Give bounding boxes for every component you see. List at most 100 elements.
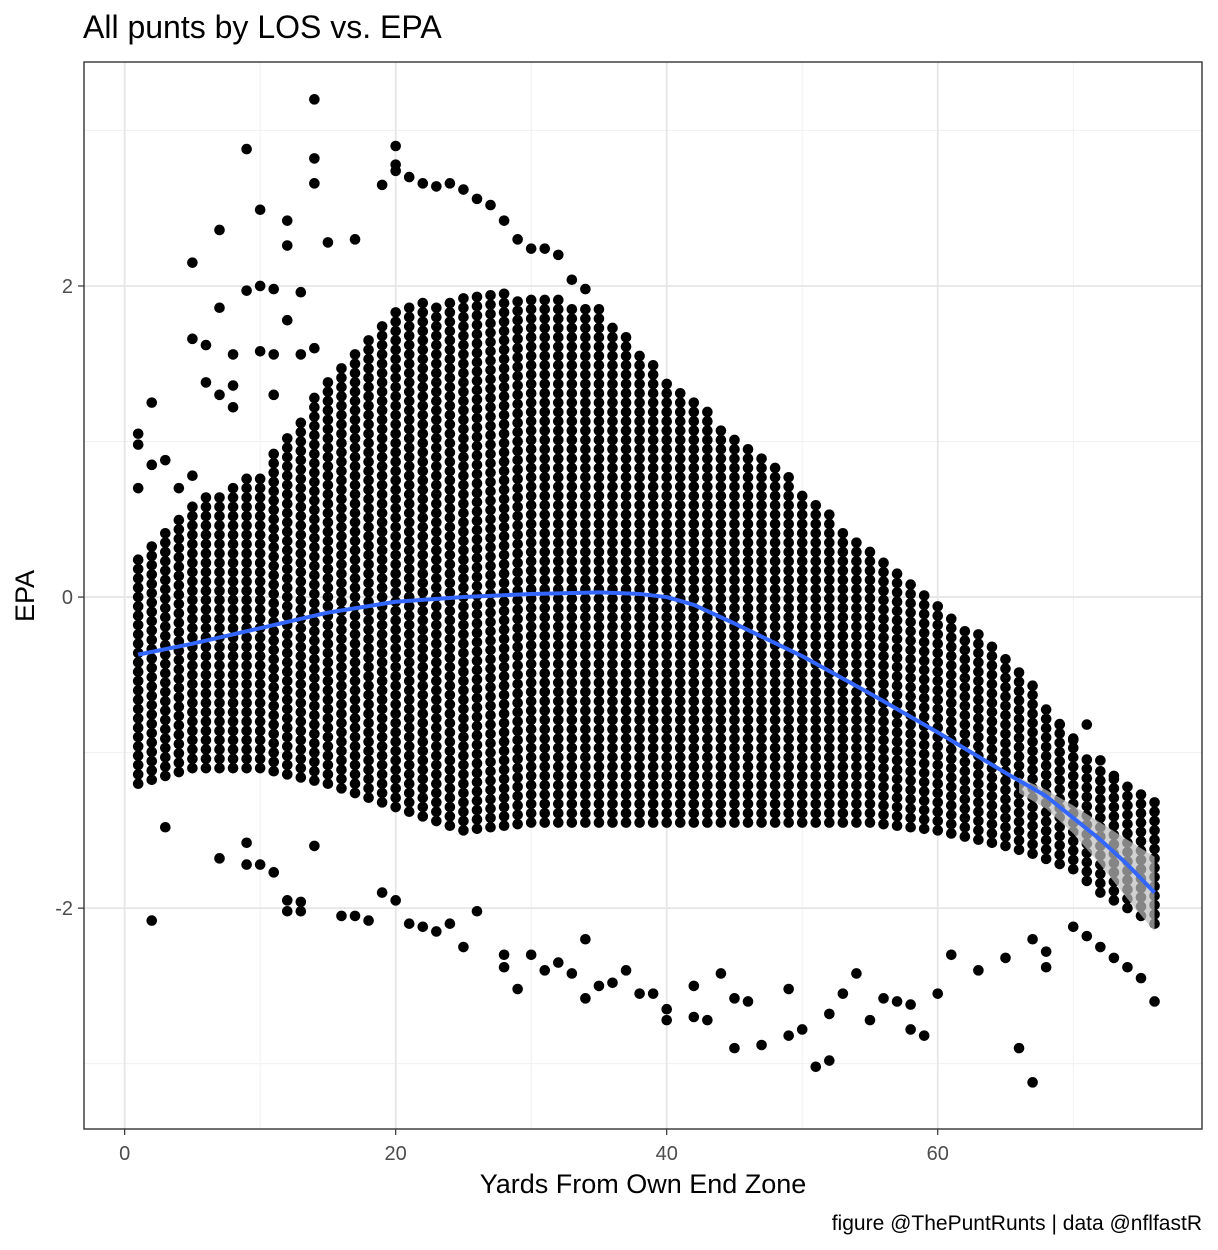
data-point — [1108, 783, 1120, 794]
data-point — [281, 470, 293, 482]
data-point — [525, 294, 537, 306]
data-point — [620, 817, 632, 828]
data-point — [458, 601, 469, 612]
data-point — [796, 509, 808, 520]
data-point — [498, 316, 510, 328]
data-point — [187, 716, 198, 727]
data-point — [349, 713, 361, 724]
data-point — [390, 587, 401, 598]
data-point — [932, 741, 944, 752]
data-point — [160, 611, 171, 623]
data-point — [512, 352, 523, 363]
data-point — [580, 313, 591, 324]
data-point — [783, 555, 794, 567]
data-point — [309, 691, 320, 702]
data-point — [525, 546, 537, 558]
data-point — [417, 615, 429, 626]
data-point — [1000, 709, 1011, 721]
data-point — [512, 725, 523, 737]
data-point — [200, 520, 212, 531]
data-point — [715, 462, 727, 474]
data-point — [607, 546, 618, 558]
data-point — [376, 573, 388, 584]
data-point — [512, 734, 523, 746]
data-point — [1040, 704, 1052, 715]
data-point — [471, 319, 483, 331]
data-point — [769, 705, 781, 716]
data-point — [661, 555, 673, 567]
data-point — [458, 302, 469, 314]
data-point — [431, 405, 442, 416]
data-point — [607, 453, 618, 464]
data-point — [688, 453, 700, 464]
data-point — [702, 611, 713, 623]
data-point — [661, 527, 673, 539]
data-point — [444, 792, 456, 804]
data-point — [268, 709, 280, 721]
data-point — [959, 756, 971, 768]
data-point — [878, 604, 889, 615]
data-point — [796, 817, 808, 828]
data-point — [661, 677, 673, 688]
data-point — [715, 453, 727, 464]
data-point — [200, 510, 212, 522]
data-point — [431, 713, 442, 724]
data-point — [322, 554, 334, 566]
data-point — [281, 507, 293, 519]
data-point — [688, 434, 700, 446]
data-point — [281, 433, 293, 444]
data-point — [702, 527, 713, 539]
data-point — [281, 666, 293, 678]
data-point — [281, 629, 293, 640]
data-point — [458, 545, 469, 556]
data-point — [647, 360, 659, 371]
data-point — [878, 650, 889, 662]
data-point — [349, 582, 361, 594]
data-point — [607, 397, 618, 408]
data-point — [580, 574, 591, 586]
data-point — [607, 555, 618, 567]
data-point — [268, 747, 280, 758]
data-point — [403, 386, 415, 398]
data-point — [553, 313, 564, 324]
data-point — [336, 372, 347, 384]
data-point — [173, 608, 185, 619]
data-point — [715, 471, 727, 483]
data-points — [132, 94, 1160, 1088]
data-point — [281, 703, 293, 715]
data-point — [620, 406, 632, 418]
data-point — [702, 621, 713, 632]
data-point — [1054, 756, 1066, 767]
data-point — [525, 378, 537, 390]
data-point — [702, 1014, 713, 1026]
data-point — [309, 635, 320, 646]
data-point — [769, 471, 781, 483]
data-point — [553, 593, 564, 604]
data-point — [864, 751, 876, 763]
data-point — [661, 742, 673, 754]
data-point — [539, 565, 551, 576]
data-point — [891, 996, 903, 1007]
data-point — [431, 377, 442, 388]
data-point — [525, 565, 537, 576]
data-point — [390, 615, 401, 626]
data-point — [674, 565, 686, 576]
data-point — [498, 363, 510, 374]
data-point — [417, 605, 429, 617]
data-point — [702, 443, 713, 455]
data-point — [227, 716, 239, 727]
data-point — [498, 727, 510, 738]
data-point — [336, 391, 347, 402]
data-point — [756, 639, 767, 651]
data-point — [281, 713, 293, 724]
data-point — [824, 621, 835, 632]
data-point — [498, 521, 510, 533]
data-point — [959, 775, 971, 786]
data-point — [336, 745, 347, 757]
data-point — [824, 686, 835, 698]
data-point — [566, 387, 578, 399]
data-point — [580, 695, 591, 707]
data-point — [769, 527, 781, 539]
data-point — [1054, 765, 1066, 777]
data-point — [485, 747, 496, 758]
